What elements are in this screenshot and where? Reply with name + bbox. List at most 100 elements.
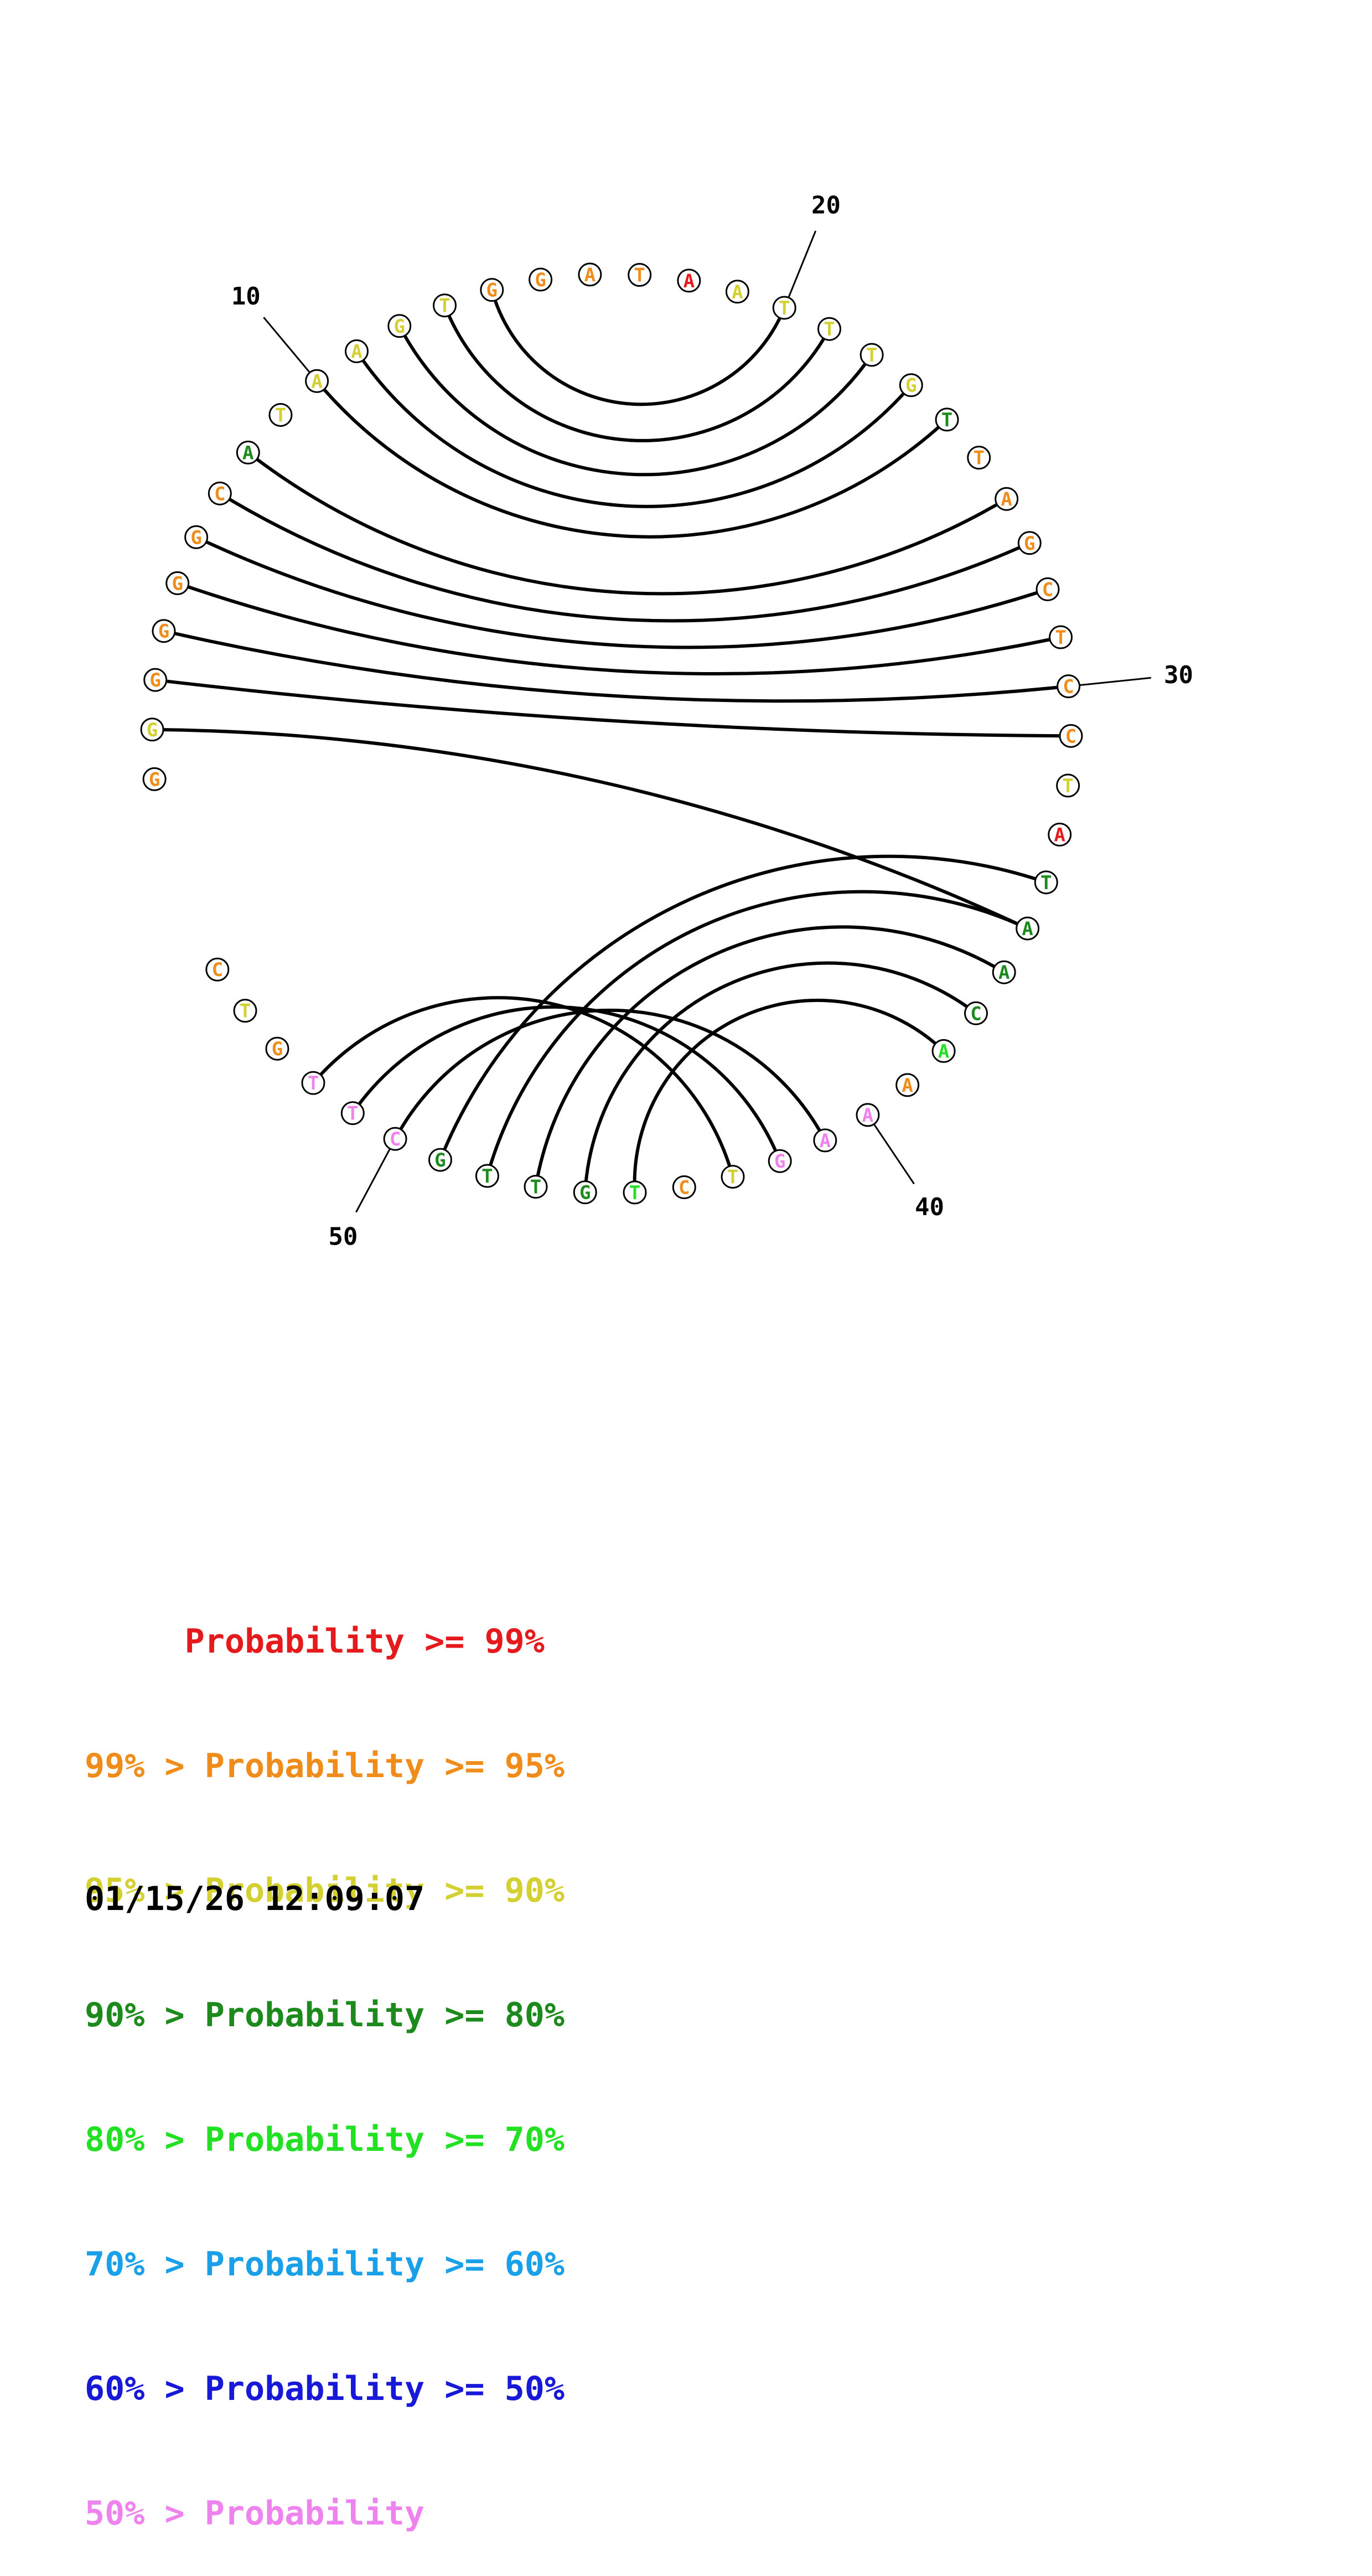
nucleotide-letter: A: [311, 370, 322, 393]
tick-label: 20: [811, 192, 841, 220]
nucleotide-circle: [184, 525, 209, 549]
nucleotide: T: [1049, 625, 1073, 649]
nucleotide: A: [856, 1103, 880, 1127]
nucleotide: T: [772, 296, 796, 320]
nucleotide-circle: [1056, 773, 1080, 798]
pair-arc: [247, 451, 1008, 596]
base-pair-arcs: [152, 289, 1071, 1193]
nucleotide-letter: G: [272, 1038, 283, 1060]
nucleotide: G: [165, 571, 190, 595]
pair-arc: [315, 380, 949, 539]
nucleotide: A: [236, 440, 260, 464]
nucleotide: A: [725, 280, 749, 304]
nucleotide-letter: T: [629, 1182, 640, 1204]
nucleotide: T: [817, 317, 841, 341]
pair-arc: [177, 581, 1062, 676]
nucleotide-letter: G: [1024, 533, 1035, 555]
nucleotide-circle: [721, 1165, 745, 1189]
nucleotide: T: [268, 402, 293, 427]
nucleotide-circle: [340, 1101, 365, 1126]
nucleotide-letter: G: [434, 1149, 446, 1171]
nucleotide-letter: T: [1055, 627, 1066, 649]
legend-row: 60% > Probability >= 50%: [85, 2369, 565, 2408]
nucleotide-letter: A: [1054, 824, 1065, 846]
nucleotide-letter: C: [390, 1128, 401, 1150]
nucleotide-circle: [772, 296, 796, 320]
nucleotide: G: [768, 1149, 792, 1173]
nucleotide-letter: G: [147, 719, 158, 741]
nucleotide: G: [899, 373, 923, 398]
nucleotide-letter: T: [482, 1165, 493, 1188]
nucleotide: T: [967, 446, 991, 470]
nucleotide: G: [480, 278, 504, 302]
nucleotide-letter: G: [579, 1182, 591, 1204]
nucleotide-circle: [1016, 916, 1040, 941]
nucleotide: A: [578, 262, 602, 287]
nucleotide-circle: [623, 1180, 647, 1205]
nucleotide-circle: [1059, 724, 1083, 748]
nucleotide: T: [1056, 773, 1080, 798]
nucleotide-circle: [233, 999, 257, 1023]
nucleotide: A: [992, 960, 1016, 984]
nucleotide-letter: T: [866, 344, 877, 366]
nucleotide-circle: [480, 278, 504, 302]
nucleotide-letter: A: [998, 962, 1009, 984]
legend-row: 95% > Probability >= 90%: [85, 1871, 565, 1910]
nucleotide: A: [677, 269, 701, 293]
pair-arc: [355, 350, 913, 508]
nucleotide-letter: C: [212, 959, 223, 981]
legend-row: 80% > Probability >= 70%: [85, 2120, 565, 2159]
nucleotide-circle: [305, 369, 329, 393]
nucleotide-letter: A: [732, 281, 743, 303]
nucleotide-circle: [578, 262, 602, 287]
nucleotide-circle: [1034, 870, 1058, 895]
nucleotide-letter: A: [242, 442, 253, 464]
nucleotide-circle: [265, 1036, 289, 1061]
nucleotide-letter: C: [679, 1177, 690, 1199]
nucleotide-circle: [524, 1175, 548, 1199]
tick-label: 40: [915, 1193, 944, 1221]
nucleotide-letter: C: [1063, 676, 1074, 698]
timestamp: 01/15/26 12:09:07: [85, 1880, 425, 1918]
nucleotide-circle: [387, 314, 412, 338]
nucleotide: C: [672, 1175, 696, 1200]
nucleotide-circle: [817, 317, 841, 341]
nucleotide-letter: G: [486, 280, 498, 302]
nucleotide-letter: A: [351, 340, 362, 363]
nucleotide-letter: A: [1001, 488, 1012, 510]
pair-arc: [394, 1008, 827, 1142]
nucleotide-letter: G: [905, 375, 917, 397]
nucleotide-letter: A: [862, 1104, 873, 1127]
nucleotide-circle: [433, 293, 457, 318]
nucleotide: G: [529, 267, 553, 292]
nucleotide-letter: C: [214, 483, 225, 505]
nucleotide-circle: [725, 280, 749, 304]
nucleotide: A: [895, 1073, 920, 1097]
tick-line: [263, 317, 310, 373]
nucleotide: C: [1059, 724, 1083, 748]
nucleotide-circle: [165, 571, 190, 595]
nucleotide: G: [428, 1148, 452, 1172]
nucleotide-letter: A: [584, 264, 596, 286]
tick-label: 10: [231, 282, 261, 311]
nucleotide-letter: A: [1022, 918, 1033, 940]
tick-line: [1079, 677, 1151, 686]
nucleotide: T: [340, 1101, 365, 1126]
nucleotide: T: [623, 1180, 647, 1205]
nucleotide-circle: [205, 957, 230, 982]
nucleotide: G: [1017, 531, 1042, 555]
pair-arc: [398, 325, 873, 477]
nucleotide-circle: [860, 343, 884, 367]
nucleotide-circle: [967, 446, 991, 470]
nucleotide: G: [142, 767, 167, 791]
nucleotide-circle: [899, 373, 923, 398]
nucleotide-circle: [383, 1127, 407, 1151]
nucleotide-letter: A: [684, 270, 695, 292]
nucleotide: C: [964, 1001, 988, 1025]
nucleotide-circle: [143, 668, 168, 692]
nucleotide: T: [475, 1164, 499, 1188]
pair-arc: [583, 961, 977, 1193]
nucleotide-circle: [208, 481, 232, 505]
tick-label: 50: [328, 1223, 358, 1251]
tick-line: [788, 230, 817, 298]
